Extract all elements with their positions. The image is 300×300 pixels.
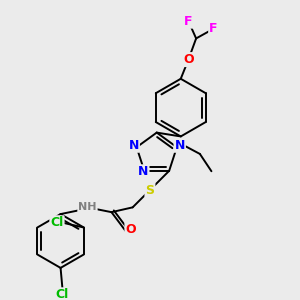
Text: Cl: Cl: [56, 288, 69, 300]
Text: NH: NH: [78, 202, 97, 212]
Text: F: F: [184, 15, 193, 28]
Text: N: N: [175, 139, 185, 152]
Text: O: O: [183, 53, 194, 66]
Text: N: N: [129, 139, 139, 152]
Text: S: S: [146, 184, 154, 196]
Text: Cl: Cl: [50, 216, 64, 229]
Text: O: O: [125, 223, 136, 236]
Text: N: N: [138, 165, 148, 178]
Text: F: F: [209, 22, 218, 35]
